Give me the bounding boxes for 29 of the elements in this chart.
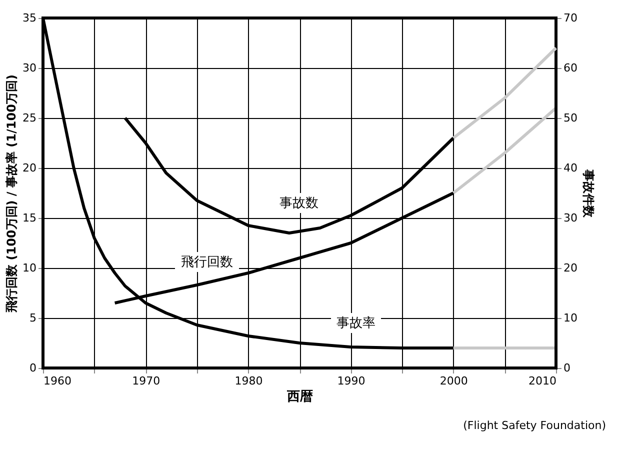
y2-tick-label: 50 — [564, 112, 578, 124]
y-tick-label: 10 — [22, 262, 36, 274]
annotation: 事故率 — [336, 315, 376, 331]
y-tick-label: 35 — [22, 12, 36, 24]
x-tick-label: 2010 — [528, 374, 556, 388]
y-tick-label: 15 — [22, 212, 36, 224]
y2-tick-label: 20 — [564, 262, 578, 274]
y2-tick-label: 0 — [564, 362, 570, 374]
annotation: 事故数 — [280, 196, 318, 211]
text: (Flight Safety Foundation) — [463, 419, 606, 432]
x-tick-label: 1970 — [132, 374, 160, 388]
y2-tick-label: 30 — [564, 212, 578, 224]
y2-tick-label: 60 — [564, 62, 578, 74]
y-tick-label: 0 — [30, 362, 36, 374]
annotation: 飛行回数 — [181, 255, 233, 270]
x-tick-label: 1980 — [234, 374, 263, 388]
x-tick-label: 1960 — [44, 374, 72, 388]
y2-tick-label: 40 — [564, 162, 578, 174]
y-tick-label: 20 — [22, 162, 36, 174]
x-axis-title: 西暦 — [286, 390, 313, 404]
y-axis-title: 飛行回数 (100万回) / 事故率 (1/100万回) — [4, 74, 19, 314]
y2-tick-label: 70 — [564, 12, 578, 24]
y2-axis-title: 事故件数 — [581, 168, 596, 218]
y-tick-label: 25 — [22, 112, 36, 124]
y-tick-label: 5 — [30, 312, 36, 324]
x-tick-label: 2000 — [440, 374, 468, 388]
x-tick-label: 1990 — [337, 374, 366, 388]
y2-tick-label: 10 — [564, 312, 578, 324]
y-tick-label: 30 — [22, 62, 36, 74]
